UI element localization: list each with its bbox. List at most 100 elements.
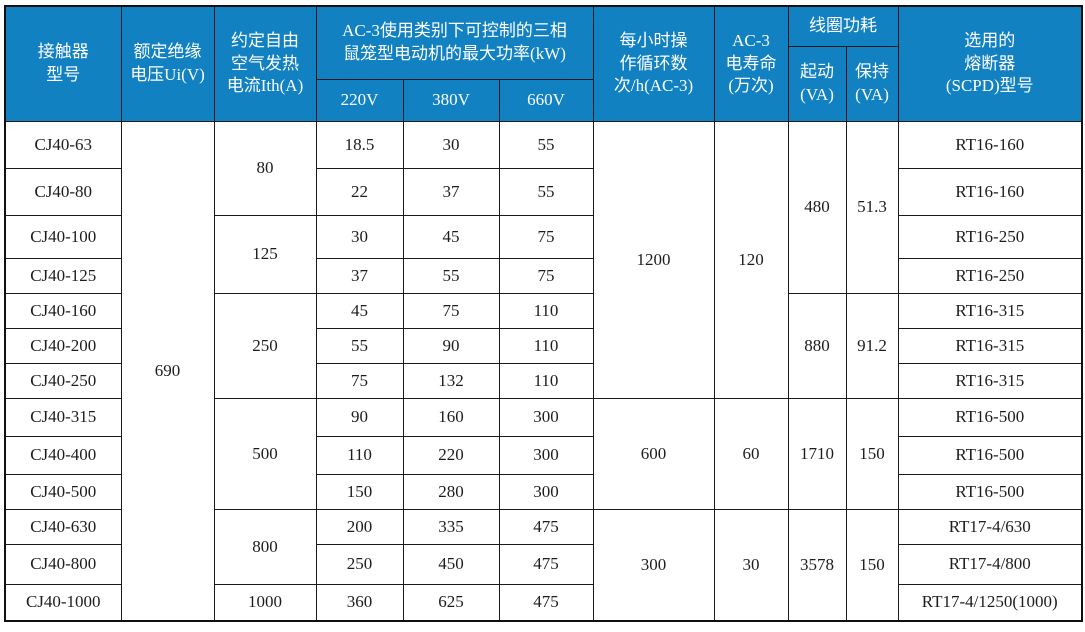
ith-cell: 1000 bbox=[213, 583, 317, 622]
table-row: CJ40-500 150 280 300 RT16-500 bbox=[4, 473, 1083, 510]
header-row-3: 220V 380V 660V bbox=[5, 78, 1082, 122]
fuse-cell: RT16-500 bbox=[897, 473, 1083, 510]
fuse-cell: RT17-4/630 bbox=[897, 508, 1083, 545]
header-220v: 220V bbox=[315, 78, 404, 122]
power-220-cell: 30 bbox=[315, 214, 404, 259]
table-header: 接触器 型号 额定绝缘 电压Ui(V) 约定自由 空气发热 电流Ith(A) A… bbox=[4, 5, 1083, 122]
power-380-cell: 30 bbox=[402, 120, 500, 169]
fuse-cell: RT16-160 bbox=[897, 167, 1083, 216]
table-row: CJ40-160 250 45 75 110 880 91.2 RT16-315 bbox=[4, 292, 1083, 399]
power-380-cell: 625 bbox=[402, 583, 500, 622]
header-row-1: 接触器 型号 额定绝缘 电压Ui(V) 约定自由 空气发热 电流Ith(A) A… bbox=[4, 5, 1083, 122]
table-row: CJ40-100 125 30 45 75 RT16-250 bbox=[4, 214, 1083, 294]
table-row: CJ40-400 110 220 300 RT16-500 bbox=[4, 435, 1083, 475]
coil-hold-cell: 51.3 bbox=[845, 120, 899, 294]
table-row: CJ40-800 250 450 475 RT17-4/800 bbox=[4, 543, 1083, 585]
coil-hold-cell: 150 bbox=[845, 508, 899, 622]
life-cell: 60 bbox=[713, 397, 789, 510]
model-cell: CJ40-1000 bbox=[4, 583, 122, 622]
model-cell: CJ40-315 bbox=[4, 397, 122, 437]
contactor-spec-page: 接触器 型号 额定绝缘 电压Ui(V) 约定自由 空气发热 电流Ith(A) A… bbox=[0, 5, 1085, 632]
power-380-cell: 75 bbox=[402, 292, 500, 329]
model-cell: CJ40-630 bbox=[4, 508, 122, 545]
header-coil-power-group: 线圈功耗 bbox=[787, 5, 899, 47]
power-220-cell: 22 bbox=[315, 167, 404, 216]
power-380-cell: 55 bbox=[402, 257, 500, 294]
power-660-cell: 475 bbox=[498, 543, 594, 585]
table-row: CJ40-1000 1000 360 625 475 RT17-4/1250(1… bbox=[4, 583, 1083, 622]
fuse-cell: RT16-160 bbox=[897, 120, 1083, 169]
power-220-cell: 37 bbox=[315, 257, 404, 294]
rated-voltage-cell: 690 bbox=[120, 120, 215, 622]
coil-start-cell: 1710 bbox=[787, 397, 847, 510]
power-660-cell: 300 bbox=[498, 473, 594, 510]
model-cell: CJ40-200 bbox=[4, 327, 122, 364]
power-660-cell: 475 bbox=[498, 583, 594, 622]
power-380-cell: 450 bbox=[402, 543, 500, 585]
table-row: CJ40-200 55 90 110 RT16-315 bbox=[4, 327, 1083, 364]
coil-start-cell: 480 bbox=[787, 120, 847, 294]
power-380-cell: 37 bbox=[402, 167, 500, 216]
table-row: CJ40-125 37 55 75 RT16-250 bbox=[4, 257, 1083, 294]
coil-start-cell: 880 bbox=[787, 292, 847, 399]
header-thermal-current: 约定自由 空气发热 电流Ith(A) bbox=[213, 5, 317, 122]
power-380-cell: 45 bbox=[402, 214, 500, 259]
fuse-cell: RT17-4/800 bbox=[897, 543, 1083, 585]
power-220-cell: 90 bbox=[315, 397, 404, 437]
table-body: CJ40-63 690 80 18.5 30 55 1200 120 480 5… bbox=[4, 120, 1083, 622]
table-row: CJ40-630 800 200 335 475 300 30 3578 150… bbox=[4, 508, 1083, 622]
header-electrical-life: AC-3 电寿命 (万次) bbox=[713, 5, 789, 122]
table-row: CJ40-250 75 132 110 RT16-315 bbox=[4, 362, 1083, 399]
life-cell: 30 bbox=[713, 508, 789, 622]
power-380-cell: 132 bbox=[402, 362, 500, 399]
power-660-cell: 110 bbox=[498, 362, 594, 399]
cycles-cell: 600 bbox=[592, 397, 715, 510]
power-660-cell: 110 bbox=[498, 327, 594, 364]
table-row: CJ40-63 690 80 18.5 30 55 1200 120 480 5… bbox=[4, 120, 1083, 622]
power-220-cell: 150 bbox=[315, 473, 404, 510]
fuse-cell: RT16-315 bbox=[897, 292, 1083, 329]
model-cell: CJ40-100 bbox=[4, 214, 122, 259]
power-380-cell: 335 bbox=[402, 508, 500, 545]
model-cell: CJ40-63 bbox=[4, 120, 122, 169]
header-380v: 380V bbox=[402, 78, 500, 122]
power-220-cell: 250 bbox=[315, 543, 404, 585]
power-660-cell: 55 bbox=[498, 167, 594, 216]
header-row-2: 起动 (VA) 保持 (VA) bbox=[5, 45, 1082, 122]
model-cell: CJ40-160 bbox=[4, 292, 122, 329]
model-cell: CJ40-80 bbox=[4, 167, 122, 216]
fuse-cell: RT16-315 bbox=[897, 362, 1083, 399]
ith-cell: 125 bbox=[213, 214, 317, 294]
header-coil-hold: 保持 (VA) bbox=[845, 45, 899, 122]
power-660-cell: 75 bbox=[498, 214, 594, 259]
power-220-cell: 110 bbox=[315, 435, 404, 475]
table-row: CJ40-315 500 90 160 300 600 60 1710 150 … bbox=[4, 397, 1083, 510]
model-cell: CJ40-250 bbox=[4, 362, 122, 399]
model-cell: CJ40-800 bbox=[4, 543, 122, 585]
fuse-cell: RT16-250 bbox=[897, 257, 1083, 294]
power-660-cell: 300 bbox=[498, 397, 594, 437]
life-cell: 120 bbox=[713, 120, 789, 399]
fuse-cell: RT17-4/1250(1000) bbox=[897, 583, 1083, 622]
header-660v: 660V bbox=[498, 78, 594, 122]
power-660-cell: 55 bbox=[498, 120, 594, 169]
model-cell: CJ40-500 bbox=[4, 473, 122, 510]
fuse-cell: RT16-500 bbox=[897, 397, 1083, 437]
coil-start-cell: 3578 bbox=[787, 508, 847, 622]
power-660-cell: 110 bbox=[498, 292, 594, 329]
header-cycles-per-hour: 每小时操 作循环数 次/h(AC-3) bbox=[592, 5, 715, 122]
table-row: CJ40-80 22 37 55 RT16-160 bbox=[4, 167, 1083, 216]
power-220-cell: 18.5 bbox=[315, 120, 404, 169]
fuse-cell: RT16-500 bbox=[897, 435, 1083, 475]
contactor-spec-table: 接触器 型号 额定绝缘 电压Ui(V) 约定自由 空气发热 电流Ith(A) A… bbox=[4, 5, 1084, 622]
ith-cell: 800 bbox=[213, 508, 317, 585]
cycles-cell: 1200 bbox=[592, 120, 715, 399]
coil-hold-cell: 91.2 bbox=[845, 292, 899, 399]
power-380-cell: 280 bbox=[402, 473, 500, 510]
model-cell: CJ40-125 bbox=[4, 257, 122, 294]
power-380-cell: 220 bbox=[402, 435, 500, 475]
cycles-cell: 300 bbox=[592, 508, 715, 622]
power-220-cell: 45 bbox=[315, 292, 404, 329]
ith-cell: 80 bbox=[213, 120, 317, 216]
power-660-cell: 475 bbox=[498, 508, 594, 545]
